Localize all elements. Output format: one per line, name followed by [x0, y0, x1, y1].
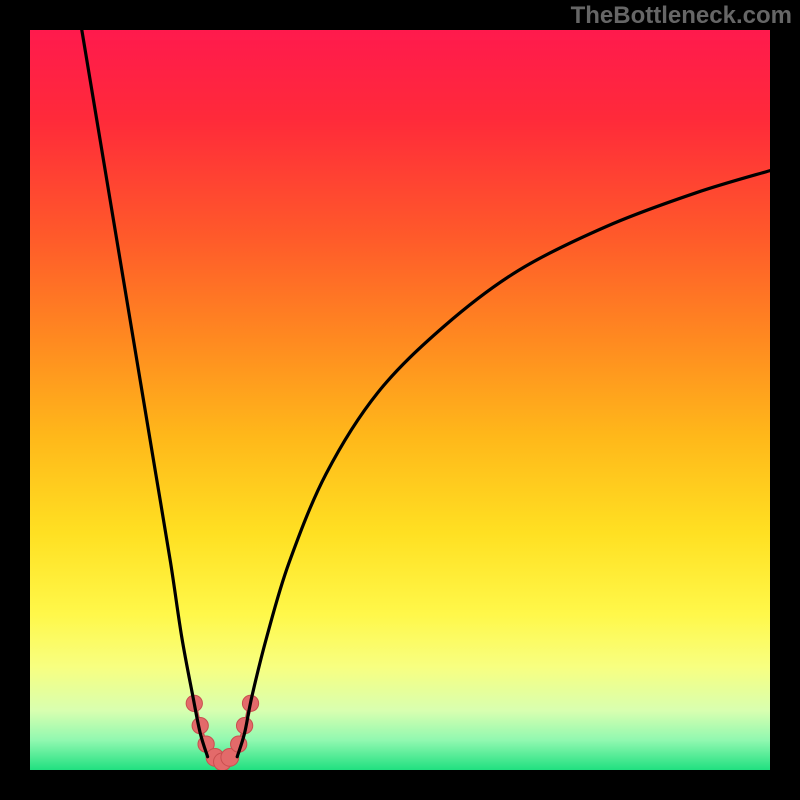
bottleneck-chart-svg — [0, 0, 800, 800]
watermark-text: TheBottleneck.com — [571, 2, 792, 30]
chart-container: TheBottleneck.com — [0, 0, 800, 800]
plot-background-gradient — [30, 30, 770, 770]
